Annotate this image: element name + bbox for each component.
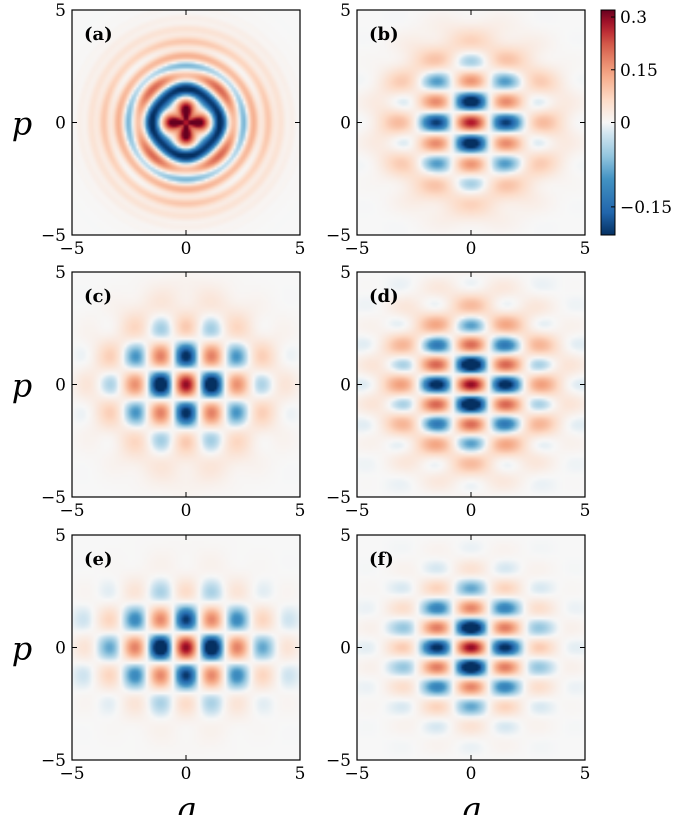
y-tick-label: 0 [55,376,66,396]
y-tick-label: −5 [41,751,66,771]
colorbar-tick-label: 0.15 [620,61,658,81]
x-tick-label: 0 [466,239,477,259]
y-tick-label: −5 [41,488,66,508]
colorbar: 0.3 0.15 0 −0.15 [600,8,672,236]
x-tick-label: −5 [59,501,84,521]
x-tick-label: 0 [181,501,192,521]
x-tick-label: −5 [344,501,369,521]
y-tick-label: 5 [340,1,351,21]
heatmap-image [72,272,300,497]
panel-label: (a) [84,24,113,45]
x-tick-label: −5 [59,764,84,784]
x-tick-label: 5 [580,239,591,259]
x-tick-label: 5 [295,239,306,259]
y-tick-label: −5 [326,226,351,246]
x-tick-label: 5 [295,501,306,521]
y-tick-label: 5 [55,1,66,21]
y-axis-label: p [12,105,32,143]
panel-e: −5 0 5 −5 0 5 (e) p q [12,526,306,815]
panel-f: −5 0 5 −5 0 5 (f) q [326,526,590,815]
heatmap-image [357,272,585,497]
panel-a: −5 0 5 −5 0 5 (a) p [12,1,306,259]
panel-label: (d) [369,286,399,307]
panel-label: (c) [84,286,112,307]
y-tick-label: 0 [55,639,66,659]
heatmap-image [357,535,585,760]
colorbar-tick-label: 0 [620,114,631,134]
y-tick-label: 5 [55,263,66,283]
x-tick-label: 0 [466,501,477,521]
x-tick-label: −5 [59,239,84,259]
x-tick-label: −5 [344,239,369,259]
colorbar-tick-label: −0.15 [620,198,672,218]
y-tick-label: 5 [340,526,351,546]
x-tick-label: 5 [580,764,591,784]
y-tick-label: −5 [326,488,351,508]
panels: −5 0 5−505(a)p−5 0 5−505(b)−5 0 5−505(c)p−5 0 5−… [12,1,591,815]
x-tick-label: 0 [181,764,192,784]
colorbar-tick-label: 0.3 [620,8,647,28]
panel-c: −5 0 5 −5 0 5 (c) p [12,263,306,521]
heatmap-image [72,535,300,760]
y-tick-label: −5 [41,226,66,246]
panel-label: (b) [369,24,399,45]
y-tick-label: −5 [326,751,351,771]
panel-d: −5 0 5 −5 0 5 (d) [326,263,590,521]
y-tick-label: 5 [55,526,66,546]
heatmap-image [357,10,585,235]
panel-b: −5 0 5 −5 0 5 (b) [326,1,590,259]
x-tick-label: 5 [580,501,591,521]
y-tick-label: 0 [340,114,351,134]
y-tick-label: 0 [340,639,351,659]
y-tick-label: 0 [55,114,66,134]
x-tick-label: 0 [181,239,192,259]
y-axis-label: p [12,630,32,668]
heatmap-image [72,10,300,235]
x-tick-label: 0 [466,764,477,784]
x-tick-label: −5 [344,764,369,784]
panel-label: (f) [369,549,394,570]
x-axis-label: q [176,790,196,815]
x-axis-label: q [461,790,481,815]
panel-label: (e) [84,549,113,570]
y-tick-label: 0 [340,376,351,396]
y-axis-label: p [12,367,32,405]
x-tick-label: 5 [295,764,306,784]
y-tick-label: 5 [340,263,351,283]
